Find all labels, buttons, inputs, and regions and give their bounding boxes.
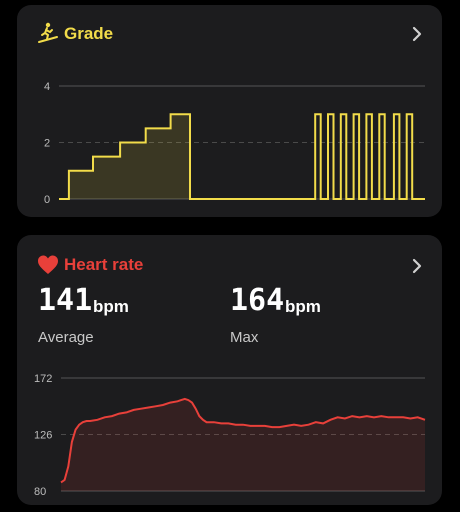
heart-rate-title: Heart rate	[64, 255, 144, 274]
heart-rate-card[interactable]: Heart rate 141 bpm Average 164 bpm Max 8…	[17, 235, 442, 505]
max-hr-label: Max	[230, 329, 259, 346]
heart-rate-card-header[interactable]: Heart rate	[17, 235, 442, 291]
chevron-right-icon[interactable]	[410, 258, 424, 274]
grade-chart: 0 2 4	[44, 81, 425, 206]
average-hr-value: 141	[38, 283, 93, 318]
grade-title: Grade	[64, 24, 114, 43]
average-hr-label: Average	[38, 329, 94, 346]
grade-card-header[interactable]: Grade	[17, 5, 442, 61]
max-hr-unit: bpm	[285, 297, 321, 316]
chevron-right-icon[interactable]	[410, 26, 424, 42]
grade-card[interactable]: Grade 0 2 4	[17, 5, 442, 217]
average-hr-unit: bpm	[93, 297, 129, 316]
series-line	[59, 113, 425, 200]
y-tick-label: 126	[34, 430, 52, 442]
heart-rate-chart: 80 126 172	[34, 373, 426, 498]
y-tick-label: 0	[44, 194, 50, 206]
y-tick-label: 2	[44, 138, 50, 150]
series-line	[60, 397, 426, 484]
y-tick-label: 4	[44, 81, 50, 93]
area-fill	[61, 398, 425, 491]
heart-icon	[38, 255, 58, 274]
area-fill	[59, 114, 190, 199]
y-tick-label: 80	[34, 486, 46, 498]
y-tick-label: 172	[34, 373, 52, 385]
treadmill-incline-icon	[38, 22, 58, 43]
max-hr-value: 164	[230, 283, 285, 318]
